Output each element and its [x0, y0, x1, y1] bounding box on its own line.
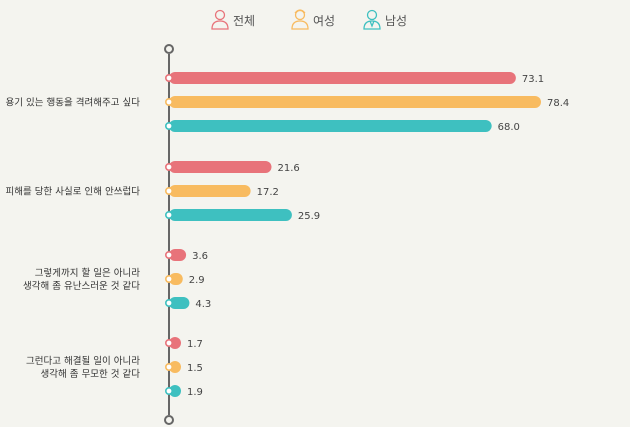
bar-marker	[165, 74, 174, 83]
data-label: 1.5	[187, 363, 203, 374]
category-label: 생각해 좀 무모한 것 같다	[41, 368, 141, 380]
legend-label: 남성	[385, 14, 407, 28]
person-icon	[211, 9, 229, 30]
data-label: 73.1	[522, 74, 544, 85]
bar	[169, 249, 187, 261]
woman-icon	[291, 9, 309, 30]
data-label: 1.7	[187, 339, 203, 350]
bar-marker	[165, 274, 174, 283]
bar-marker	[165, 163, 174, 172]
legend-item-1: 전체	[211, 9, 255, 30]
bar	[169, 161, 272, 173]
bar-marker	[165, 298, 174, 307]
bar	[169, 297, 190, 309]
bar-marker	[165, 251, 174, 260]
legend-item-2: 여성	[291, 9, 335, 30]
data-label: 78.4	[547, 98, 569, 109]
legend-label: 여성	[313, 14, 335, 28]
category-label: 피해를 당한 사실로 인해 안쓰럽다	[6, 186, 141, 198]
bar	[169, 385, 181, 397]
axis-top-cap	[164, 44, 174, 54]
category-label: 생각해 좀 유난스러운 것 같다	[23, 280, 140, 292]
man-icon	[363, 9, 381, 30]
legend-label: 전체	[233, 14, 255, 28]
legend: 전체 여성 남성	[211, 9, 407, 30]
bar-marker	[165, 122, 174, 131]
data-label: 3.6	[192, 251, 208, 262]
bar-marker	[165, 338, 174, 347]
data-label: 1.9	[187, 387, 203, 398]
bar-marker	[165, 211, 174, 220]
bar	[169, 209, 292, 221]
bar-marker	[165, 187, 174, 196]
bar-marker	[165, 386, 174, 395]
bar	[169, 337, 181, 349]
data-label: 17.2	[257, 187, 279, 198]
bar	[169, 361, 181, 373]
vertical-axis	[164, 44, 174, 425]
bar-marker	[165, 362, 174, 371]
data-label: 4.3	[195, 299, 211, 310]
legend-item-3: 남성	[363, 9, 407, 30]
bars: 73.1 78.4 68.0 21.6 17.2 25.9 3.6 2.9 4.3 1.7 1.5 1…	[165, 72, 569, 398]
bar-marker	[165, 98, 174, 107]
bar	[169, 72, 516, 84]
data-label: 2.9	[189, 275, 205, 286]
bar	[169, 185, 251, 197]
bar	[169, 273, 183, 285]
category-label: 용기 있는 행동을 격려해주고 싶다	[6, 97, 141, 109]
bar	[169, 120, 492, 132]
axis-bottom-cap	[164, 415, 174, 425]
data-label: 25.9	[298, 211, 320, 222]
category-label: 그렇게까지 할 일은 아니라	[35, 268, 140, 279]
category-label: 그런다고 해결될 일이 아니라	[26, 355, 140, 367]
bar	[169, 96, 542, 108]
data-label: 21.6	[277, 163, 299, 174]
data-label: 68.0	[498, 122, 520, 133]
